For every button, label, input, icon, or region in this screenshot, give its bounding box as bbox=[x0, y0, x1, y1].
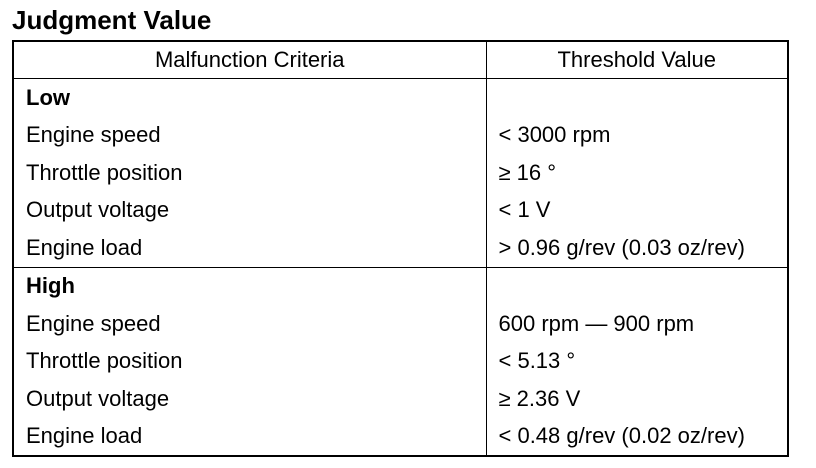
group-threshold-empty bbox=[485, 266, 789, 305]
criteria-cell: Output voltage bbox=[12, 380, 487, 418]
table-row: Output voltage ≥ 2.36 V bbox=[12, 380, 789, 418]
page-title: Judgment Value bbox=[12, 5, 212, 35]
group-label-low: Low bbox=[12, 78, 487, 117]
table-row: Throttle position ≥ 16 ° bbox=[12, 154, 789, 192]
threshold-cell: < 5.13 ° bbox=[485, 342, 789, 380]
table-header-row: Malfunction Criteria Threshold Value bbox=[12, 40, 789, 79]
threshold-cell: < 0.48 g/rev (0.02 oz/rev) bbox=[485, 417, 789, 457]
judgment-value-table: Malfunction Criteria Threshold Value Low… bbox=[12, 40, 789, 457]
threshold-cell: < 3000 rpm bbox=[485, 116, 789, 154]
criteria-cell: Throttle position bbox=[12, 342, 487, 380]
criteria-cell: Throttle position bbox=[12, 154, 487, 192]
group-row-high: High bbox=[12, 266, 789, 305]
group-row-low: Low bbox=[12, 78, 789, 117]
table-row: Output voltage < 1 V bbox=[12, 191, 789, 229]
table-row: Engine speed 600 rpm — 900 rpm bbox=[12, 305, 789, 343]
table-row: Throttle position < 5.13 ° bbox=[12, 342, 789, 380]
table-row: Engine speed < 3000 rpm bbox=[12, 116, 789, 154]
criteria-cell: Engine load bbox=[12, 229, 487, 267]
group-threshold-empty bbox=[485, 78, 789, 117]
header-malfunction-criteria: Malfunction Criteria bbox=[12, 40, 487, 79]
criteria-cell: Output voltage bbox=[12, 191, 487, 229]
criteria-cell: Engine load bbox=[12, 417, 487, 457]
table-row: Engine load > 0.96 g/rev (0.03 oz/rev) bbox=[12, 229, 789, 267]
criteria-cell: Engine speed bbox=[12, 305, 487, 343]
group-label-high: High bbox=[12, 266, 487, 305]
threshold-cell: < 1 V bbox=[485, 191, 789, 229]
criteria-cell: Engine speed bbox=[12, 116, 487, 154]
threshold-cell: ≥ 16 ° bbox=[485, 154, 789, 192]
threshold-cell: > 0.96 g/rev (0.03 oz/rev) bbox=[485, 229, 789, 267]
header-threshold-value: Threshold Value bbox=[485, 40, 789, 79]
threshold-cell: ≥ 2.36 V bbox=[485, 380, 789, 418]
threshold-cell: 600 rpm — 900 rpm bbox=[485, 305, 789, 343]
table-row: Engine load < 0.48 g/rev (0.02 oz/rev) bbox=[12, 417, 789, 457]
